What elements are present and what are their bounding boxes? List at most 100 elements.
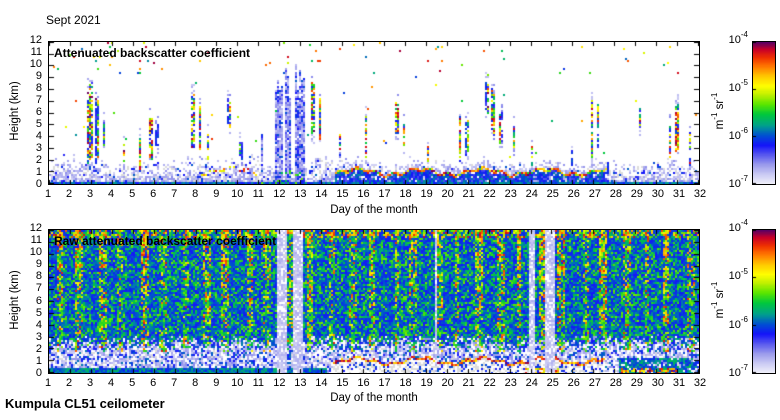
x-tick-label: 9 (213, 188, 220, 200)
x-tick-label: 13 (294, 188, 307, 200)
x-tick-label: 30 (651, 377, 665, 389)
x-tick-label: 20 (441, 377, 454, 389)
y-tick-label: 6 (35, 294, 42, 307)
x-tick-label: 32 (693, 188, 707, 200)
y-tick-label: 4 (35, 130, 42, 142)
colorbar-tick-label: 10-5 (728, 78, 748, 94)
x-tick-label: 8 (192, 377, 199, 389)
x-tick-label: 15 (336, 377, 349, 389)
colorbar-tick-label: 10-6 (728, 315, 748, 331)
colorbar-tick-label: 10-6 (728, 126, 748, 142)
attenuated-colorbar-unit-label: m-1 sr-1 (710, 92, 726, 130)
x-tick-label: 17 (378, 188, 391, 200)
y-tick-label: 5 (35, 118, 42, 130)
attenuated-x-ticks: 1 2 3 4 5 6 7 8 9 10 11 12 13 14 15 16 17 18 19 20 21 22 23 24 2… (0, 188, 780, 202)
colorbar-tick-label: 10-4 (728, 30, 748, 46)
x-tick-label: 29 (630, 377, 644, 389)
y-tick-label: 2 (35, 342, 42, 355)
x-tick-label: 7 (171, 377, 178, 389)
x-tick-label: 28 (609, 377, 622, 389)
attenuated-y-axis-label: Height (km) (9, 81, 21, 141)
x-tick-label: 18 (399, 188, 412, 200)
x-tick-label: 19 (420, 188, 433, 200)
x-tick-label: 19 (420, 377, 433, 389)
x-tick-label: 2 (65, 188, 73, 200)
x-tick-label: 1 (44, 377, 52, 389)
y-tick-label: 9 (35, 70, 42, 82)
y-tick-label: 3 (35, 330, 42, 343)
x-tick-label: 2 (65, 377, 73, 389)
y-tick-label: 2 (35, 154, 42, 166)
colorbar-tick-label: 10-7 (728, 174, 748, 190)
y-tick-label: 4 (35, 318, 42, 331)
raw-colorbar-canvas (753, 230, 775, 373)
attenuated-panel (48, 41, 700, 185)
raw-colorbar (752, 229, 776, 374)
x-tick-label: 10 (231, 377, 244, 389)
raw-colorbar-unit-label: m-1 sr-1 (710, 281, 726, 318)
y-tick-label: 0 (35, 178, 42, 190)
colorbar-tick-label: 10-5 (728, 266, 748, 283)
y-tick-label: 11 (30, 46, 42, 58)
y-tick-label: 11 (30, 234, 42, 247)
raw-colorbar-ticks: 10-4 10-5 10-6 10-7 (700, 219, 750, 379)
x-tick-label: 24 (525, 377, 538, 389)
x-tick-label: 25 (546, 377, 559, 389)
x-tick-label: 14 (315, 377, 328, 389)
raw-panel (48, 229, 700, 374)
x-tick-label: 24 (525, 188, 538, 200)
x-tick-label: 4 (108, 377, 115, 389)
x-tick-label: 20 (441, 188, 454, 200)
raw-x-ticks: 1 2 3 4 5 6 7 8 9 10 11 12 13 14 15 16 17 18 19 20 21 22 23 24 2… (0, 377, 780, 391)
x-tick-label: 27 (588, 377, 601, 389)
y-tick-label: 9 (35, 258, 42, 271)
x-tick-label: 5 (129, 377, 136, 389)
x-tick-label: 9 (213, 377, 220, 389)
x-tick-label: 25 (546, 188, 559, 200)
x-tick-label: 17 (378, 377, 391, 389)
y-tick-label: 6 (35, 106, 42, 118)
x-tick-label: 10 (231, 188, 244, 200)
y-tick-label: 7 (35, 282, 42, 295)
x-tick-label: 21 (462, 377, 475, 389)
attenuated-colorbar-ticks: 10-4 10-5 10-6 10-7 (700, 31, 750, 190)
y-tick-label: 10 (29, 58, 42, 70)
y-tick-label: 12 (29, 222, 42, 234)
y-tick-label: 7 (35, 94, 42, 106)
raw-y-axis-label: Height (km) (9, 269, 21, 330)
x-tick-label: 15 (336, 188, 349, 200)
attenuated-heatmap-canvas (49, 42, 699, 184)
attenuated-colorbar (752, 41, 776, 185)
figure-title: Sept 2021 (46, 13, 101, 27)
raw-panel-label: Raw attenuated backscatter coefficient (54, 234, 277, 248)
x-tick-label: 23 (504, 188, 517, 200)
colorbar-tick-label: 10-4 (728, 218, 748, 234)
x-tick-label: 23 (504, 377, 517, 389)
x-tick-label: 28 (609, 188, 622, 200)
x-tick-label: 1 (44, 188, 52, 200)
x-tick-label: 31 (672, 188, 686, 200)
x-tick-label: 3 (87, 188, 94, 200)
x-tick-label: 22 (483, 188, 496, 200)
x-tick-label: 26 (567, 188, 580, 200)
x-tick-label: 27 (588, 188, 601, 200)
x-tick-label: 6 (150, 188, 157, 200)
x-tick-label: 14 (315, 188, 328, 200)
x-tick-label: 30 (651, 188, 665, 200)
y-tick-label: 8 (35, 270, 42, 283)
attenuated-x-axis-label: Day of the month (330, 204, 418, 216)
x-tick-label: 31 (672, 377, 686, 389)
x-tick-label: 4 (108, 188, 115, 200)
raw-x-axis-label: Day of the month (330, 392, 418, 404)
x-tick-label: 32 (693, 377, 707, 389)
x-tick-label: 7 (171, 188, 178, 200)
y-tick-label: 12 (29, 34, 42, 46)
x-tick-label: 8 (192, 188, 199, 200)
attenuated-colorbar-canvas (753, 42, 775, 184)
y-tick-label: 0 (35, 367, 42, 379)
x-tick-label: 6 (150, 377, 157, 389)
y-tick-label: 5 (35, 306, 42, 319)
x-tick-label: 18 (399, 377, 412, 389)
y-tick-label: 10 (29, 246, 42, 259)
x-tick-label: 12 (273, 188, 286, 200)
